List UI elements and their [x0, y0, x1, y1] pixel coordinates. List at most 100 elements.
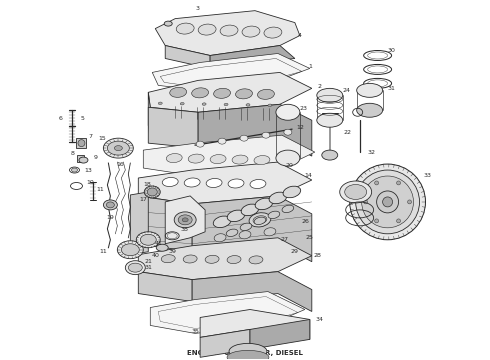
Polygon shape [165, 196, 205, 244]
Text: 4: 4 [298, 33, 302, 38]
Text: 14: 14 [304, 172, 312, 177]
Ellipse shape [340, 181, 371, 203]
Ellipse shape [107, 141, 129, 155]
Text: 40: 40 [151, 253, 159, 258]
Polygon shape [138, 196, 192, 252]
Ellipse shape [240, 135, 248, 141]
Ellipse shape [282, 205, 294, 213]
Ellipse shape [176, 23, 194, 34]
Polygon shape [148, 92, 150, 140]
Ellipse shape [128, 263, 142, 272]
Text: 18: 18 [144, 183, 151, 188]
Ellipse shape [166, 154, 182, 163]
Ellipse shape [375, 181, 379, 185]
Ellipse shape [198, 24, 216, 35]
Text: 15: 15 [98, 136, 106, 141]
Ellipse shape [224, 103, 228, 106]
Ellipse shape [182, 218, 188, 222]
Text: 33: 33 [423, 172, 432, 177]
Ellipse shape [103, 138, 133, 158]
Ellipse shape [357, 103, 383, 117]
Ellipse shape [214, 234, 226, 242]
Ellipse shape [226, 229, 238, 237]
Text: 6: 6 [59, 116, 62, 121]
Polygon shape [200, 329, 250, 357]
Text: 11: 11 [99, 249, 107, 254]
Ellipse shape [350, 164, 425, 240]
Ellipse shape [236, 89, 252, 99]
Text: 39: 39 [168, 249, 176, 254]
Polygon shape [200, 310, 310, 339]
Ellipse shape [140, 234, 156, 245]
Text: 25: 25 [306, 235, 314, 240]
Polygon shape [150, 292, 305, 333]
Ellipse shape [276, 104, 300, 120]
Ellipse shape [79, 157, 88, 163]
Ellipse shape [239, 231, 251, 239]
Ellipse shape [242, 26, 260, 37]
Ellipse shape [227, 256, 241, 264]
Ellipse shape [164, 21, 172, 26]
Ellipse shape [210, 154, 226, 163]
Ellipse shape [147, 188, 157, 196]
Polygon shape [143, 135, 315, 176]
Ellipse shape [254, 156, 270, 165]
Ellipse shape [241, 204, 259, 216]
Ellipse shape [257, 89, 274, 99]
Ellipse shape [232, 155, 248, 164]
Ellipse shape [106, 202, 114, 208]
Ellipse shape [183, 255, 197, 263]
Ellipse shape [180, 103, 184, 105]
Polygon shape [210, 45, 295, 68]
Text: 11: 11 [97, 188, 104, 193]
Ellipse shape [375, 219, 379, 223]
Text: 13: 13 [84, 167, 93, 172]
Polygon shape [148, 72, 312, 112]
Ellipse shape [264, 27, 282, 38]
Ellipse shape [383, 197, 392, 207]
Ellipse shape [136, 232, 160, 248]
Polygon shape [148, 107, 198, 148]
Ellipse shape [72, 168, 77, 172]
Ellipse shape [254, 217, 266, 225]
Ellipse shape [161, 255, 175, 263]
Text: 41: 41 [154, 241, 162, 246]
Ellipse shape [268, 104, 272, 107]
Text: 35: 35 [191, 329, 199, 334]
Text: 38: 38 [180, 227, 188, 232]
Ellipse shape [249, 213, 271, 227]
Text: 16: 16 [117, 162, 124, 167]
Text: 27: 27 [281, 237, 289, 242]
Ellipse shape [188, 154, 204, 163]
Ellipse shape [227, 210, 245, 222]
Ellipse shape [246, 104, 250, 106]
Ellipse shape [396, 219, 400, 223]
Ellipse shape [174, 212, 196, 228]
Ellipse shape [356, 170, 419, 234]
Ellipse shape [214, 88, 230, 98]
Ellipse shape [162, 177, 178, 186]
Ellipse shape [362, 176, 414, 228]
Ellipse shape [250, 180, 266, 189]
Text: 31: 31 [388, 86, 395, 91]
Ellipse shape [262, 132, 270, 138]
Polygon shape [77, 155, 84, 162]
Text: 1: 1 [308, 64, 312, 69]
Polygon shape [138, 238, 312, 280]
Ellipse shape [276, 150, 300, 166]
Ellipse shape [202, 103, 206, 105]
Ellipse shape [103, 200, 118, 210]
Ellipse shape [240, 223, 252, 230]
Text: 3: 3 [195, 6, 199, 11]
Ellipse shape [184, 178, 200, 187]
Ellipse shape [122, 244, 139, 256]
Ellipse shape [377, 191, 398, 213]
Ellipse shape [78, 140, 85, 147]
Ellipse shape [396, 181, 400, 185]
Polygon shape [76, 138, 86, 148]
Ellipse shape [264, 228, 276, 236]
Text: 29: 29 [291, 249, 299, 254]
Text: 19: 19 [106, 215, 114, 220]
Text: 12: 12 [296, 125, 304, 130]
Polygon shape [198, 104, 312, 156]
